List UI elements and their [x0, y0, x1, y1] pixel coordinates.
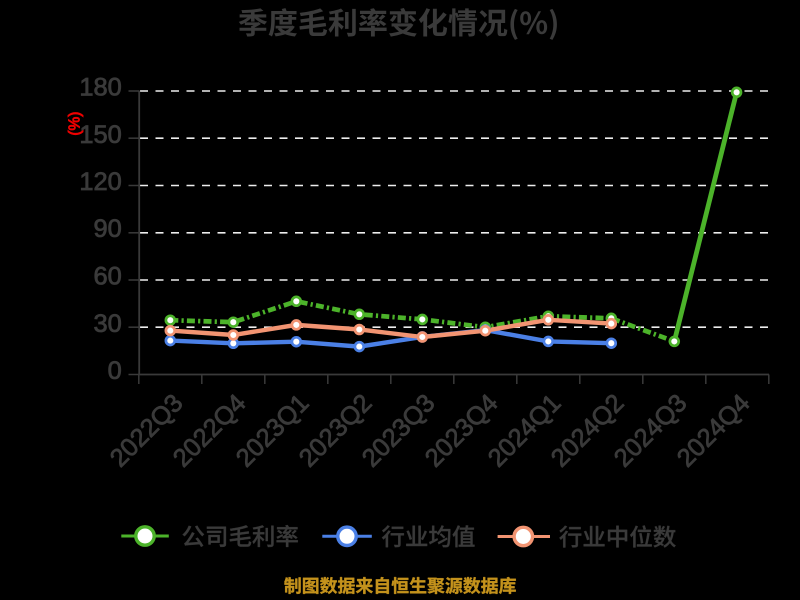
- svg-text:60: 60: [94, 263, 122, 291]
- svg-text:30: 30: [94, 310, 122, 338]
- svg-text:150: 150: [79, 121, 121, 149]
- svg-text:(%): (%): [67, 112, 84, 136]
- svg-text:120: 120: [79, 168, 121, 196]
- svg-text:180: 180: [79, 74, 121, 102]
- svg-text:0: 0: [108, 357, 122, 385]
- svg-text:90: 90: [94, 215, 122, 243]
